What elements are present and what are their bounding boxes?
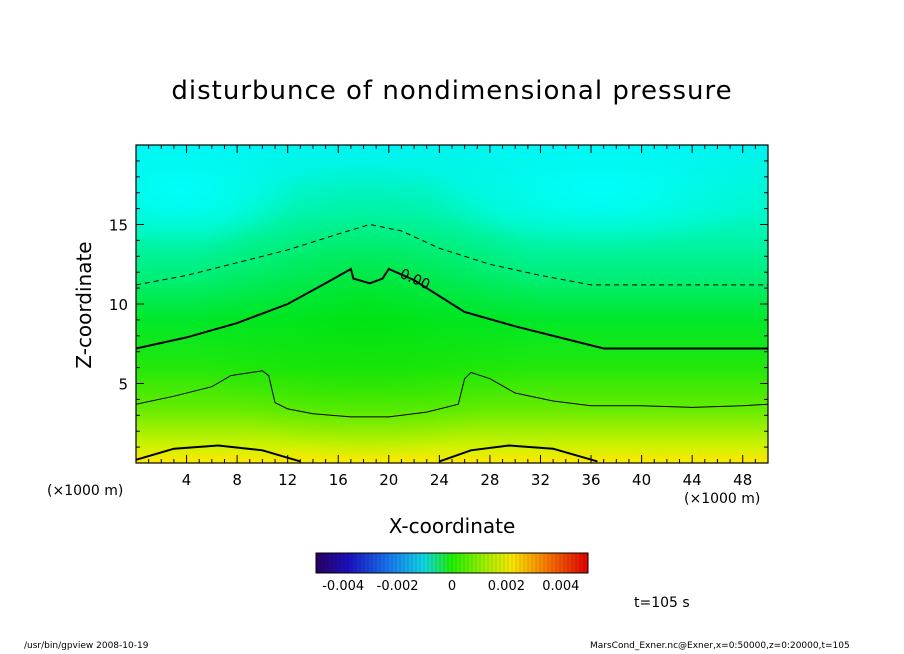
y-axis-label: Z-coordinate bbox=[72, 241, 96, 369]
footer-source: MarsCond_Exner.nc@Exner,x=0:50000,z=0:20… bbox=[590, 641, 850, 651]
x-unit-label-left: (×1000 m) bbox=[47, 483, 124, 499]
field-cyan-left bbox=[136, 145, 300, 250]
colorbar: -0.004 -0.002 0 0.002 0.004 bbox=[315, 552, 589, 594]
contour-line bbox=[136, 444, 301, 463]
field-background bbox=[136, 145, 768, 463]
x-axis-ticks: 4 8 12 16 20 24 28 32 36 40 44 48 bbox=[148, 145, 756, 489]
x-tick-label: 8 bbox=[232, 471, 242, 489]
contour-lines bbox=[136, 223, 768, 463]
footer-command: /usr/bin/gpview 2008-10-19 bbox=[24, 641, 149, 651]
contour-label: 0.00 bbox=[397, 266, 432, 293]
field-bump bbox=[185, 160, 545, 460]
colorbar-fill bbox=[316, 553, 588, 573]
x-unit-label-right: (×1000 m) bbox=[684, 491, 761, 507]
x-tick-label: 36 bbox=[581, 471, 600, 489]
x-tick-label: 24 bbox=[430, 471, 449, 489]
x-tick-label: 40 bbox=[632, 471, 651, 489]
plot-frame bbox=[135, 144, 769, 464]
colorbar-stripes bbox=[319, 553, 585, 573]
x-tick-label: 48 bbox=[733, 471, 752, 489]
x-tick-label: 32 bbox=[531, 471, 550, 489]
x-tick-label: 16 bbox=[329, 471, 348, 489]
contour-line bbox=[136, 267, 768, 350]
x-tick-label: 44 bbox=[683, 471, 702, 489]
colorbar-frame bbox=[315, 552, 589, 574]
colorbar-tick-label: 0.002 bbox=[488, 579, 525, 594]
contour-line bbox=[136, 370, 768, 418]
colorbar-ticks: -0.004 -0.002 0 0.002 0.004 bbox=[322, 579, 579, 594]
y-tick-label: 15 bbox=[109, 217, 128, 235]
field-cyan-right bbox=[430, 145, 768, 250]
colorbar-tick-label: 0.004 bbox=[542, 579, 579, 594]
x-tick-label: 20 bbox=[379, 471, 398, 489]
plot-field bbox=[136, 145, 768, 463]
y-axis-ticks: 5 10 15 bbox=[109, 160, 768, 448]
time-stamp: t=105 s bbox=[634, 595, 690, 611]
chart-title: disturbunce of nondimensional pressure bbox=[171, 76, 733, 106]
contour-line bbox=[439, 444, 598, 463]
colorbar-tick-label: -0.002 bbox=[377, 579, 419, 594]
x-axis-label: X-coordinate bbox=[388, 514, 516, 538]
x-tick-label: 28 bbox=[480, 471, 499, 489]
y-tick-label: 10 bbox=[109, 296, 128, 314]
x-tick-label: 4 bbox=[182, 471, 192, 489]
x-tick-label: 12 bbox=[278, 471, 297, 489]
y-tick-label: 5 bbox=[118, 376, 128, 394]
colorbar-tick-label: 0 bbox=[448, 579, 456, 594]
colorbar-tick-label: -0.004 bbox=[322, 579, 364, 594]
contour-line bbox=[136, 223, 768, 286]
